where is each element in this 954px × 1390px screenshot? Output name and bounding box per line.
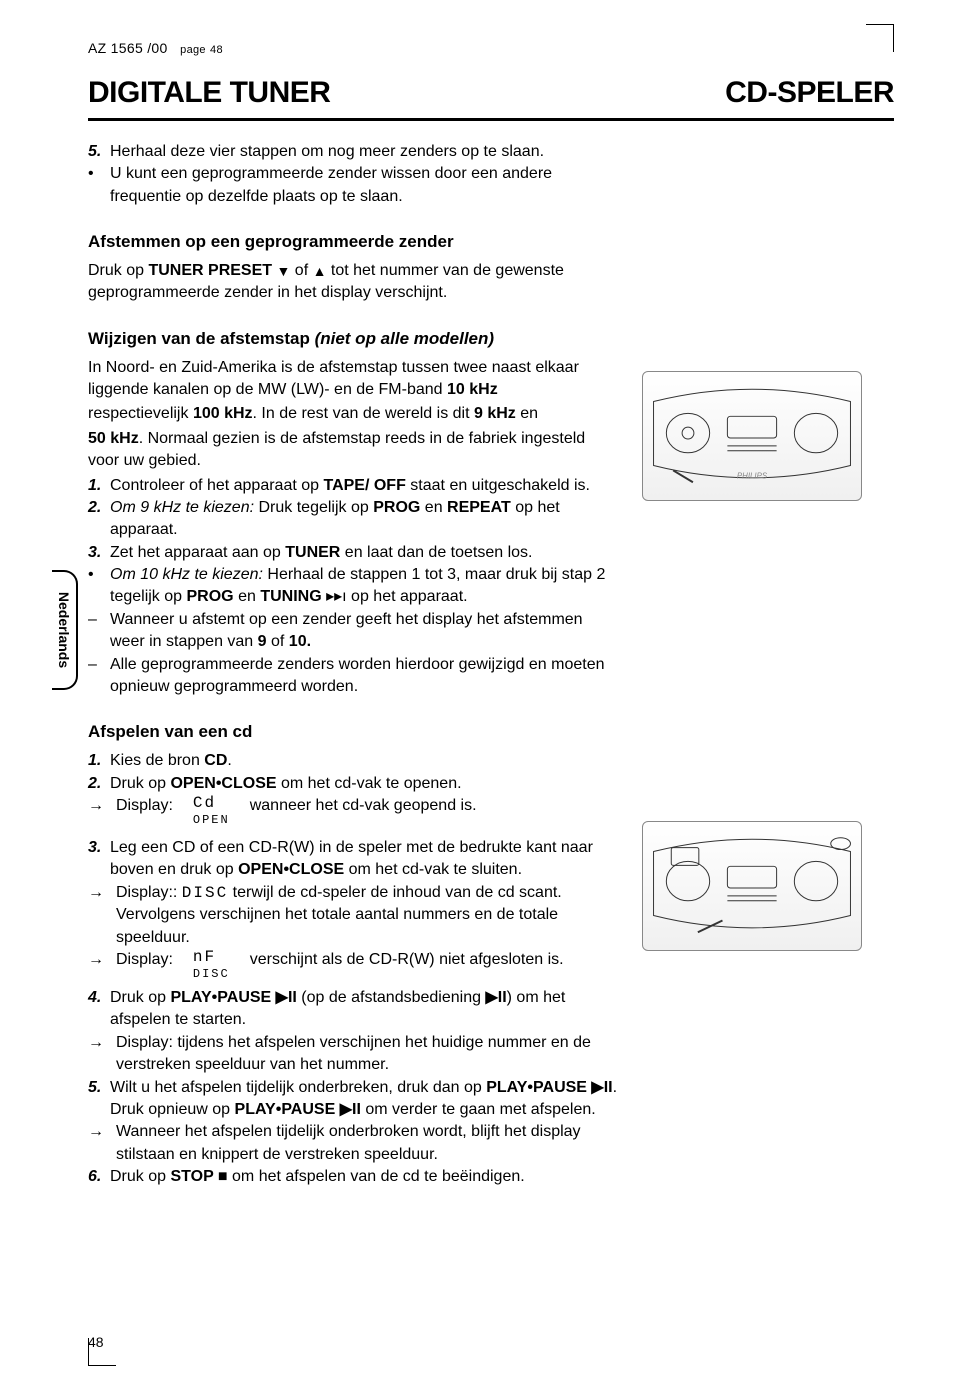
heading-afstemmen: Afstemmen op een geprogrammeerde zender bbox=[88, 230, 618, 254]
dash-icon: – bbox=[88, 609, 104, 654]
bullet-text: U kunt een geprogrammeerde zender wissen… bbox=[110, 163, 618, 208]
side-column: PHILIPS bbox=[642, 141, 872, 1188]
main-column: 5. Herhaal deze vier stappen om nog meer… bbox=[88, 141, 618, 1188]
segment-display: DISC bbox=[182, 884, 228, 902]
segment-display: nF bbox=[193, 948, 216, 966]
arrow-icon: → bbox=[88, 1032, 110, 1077]
svg-text:PHILIPS: PHILIPS bbox=[737, 471, 768, 480]
model-code: AZ 1565 /00 bbox=[88, 40, 168, 56]
heading-wijzigen: Wijzigen van de afstemstap (niet op alle… bbox=[88, 327, 618, 351]
ffwd-icon: ▸▸ı bbox=[326, 588, 347, 605]
step-text: Herhaal deze vier stappen om nog meer ze… bbox=[110, 141, 544, 163]
arrow-icon: → bbox=[88, 1121, 110, 1166]
bullet-icon: • bbox=[88, 163, 104, 208]
step-num: 5. bbox=[88, 143, 101, 160]
arrow-icon: → bbox=[88, 949, 110, 981]
header-code: AZ 1565 /00 page 48 bbox=[88, 40, 894, 56]
stop-icon: ■ bbox=[218, 1168, 228, 1185]
title-right: CD-SPELER bbox=[725, 76, 894, 110]
playpause-icon: ▶II bbox=[340, 1101, 361, 1118]
up-icon: ▲ bbox=[313, 263, 327, 279]
segment-display: Cd bbox=[193, 794, 216, 812]
afstemmen-para: Druk op TUNER PRESET ▼ of ▲ tot het numm… bbox=[88, 260, 618, 305]
device-illustration-1: PHILIPS bbox=[642, 371, 862, 501]
arrow-icon: → bbox=[88, 795, 110, 827]
bullet-icon: • bbox=[88, 564, 104, 609]
playpause-icon: ▶II bbox=[591, 1079, 612, 1096]
down-icon: ▼ bbox=[276, 263, 290, 279]
page-label-no: 48 bbox=[210, 44, 223, 56]
title-left: DIGITALE TUNER bbox=[88, 76, 330, 110]
playpause-icon: ▶II bbox=[276, 989, 297, 1006]
playpause-icon: ▶II bbox=[485, 989, 506, 1006]
dash-icon: – bbox=[88, 654, 104, 699]
page-label: page bbox=[180, 44, 206, 56]
title-row: DIGITALE TUNER CD-SPELER bbox=[88, 76, 894, 121]
arrow-icon: → bbox=[88, 882, 110, 949]
page-number-footer: 48 bbox=[88, 1334, 104, 1350]
heading-afspelen: Afspelen van een cd bbox=[88, 720, 618, 744]
device-illustration-2 bbox=[642, 821, 862, 951]
